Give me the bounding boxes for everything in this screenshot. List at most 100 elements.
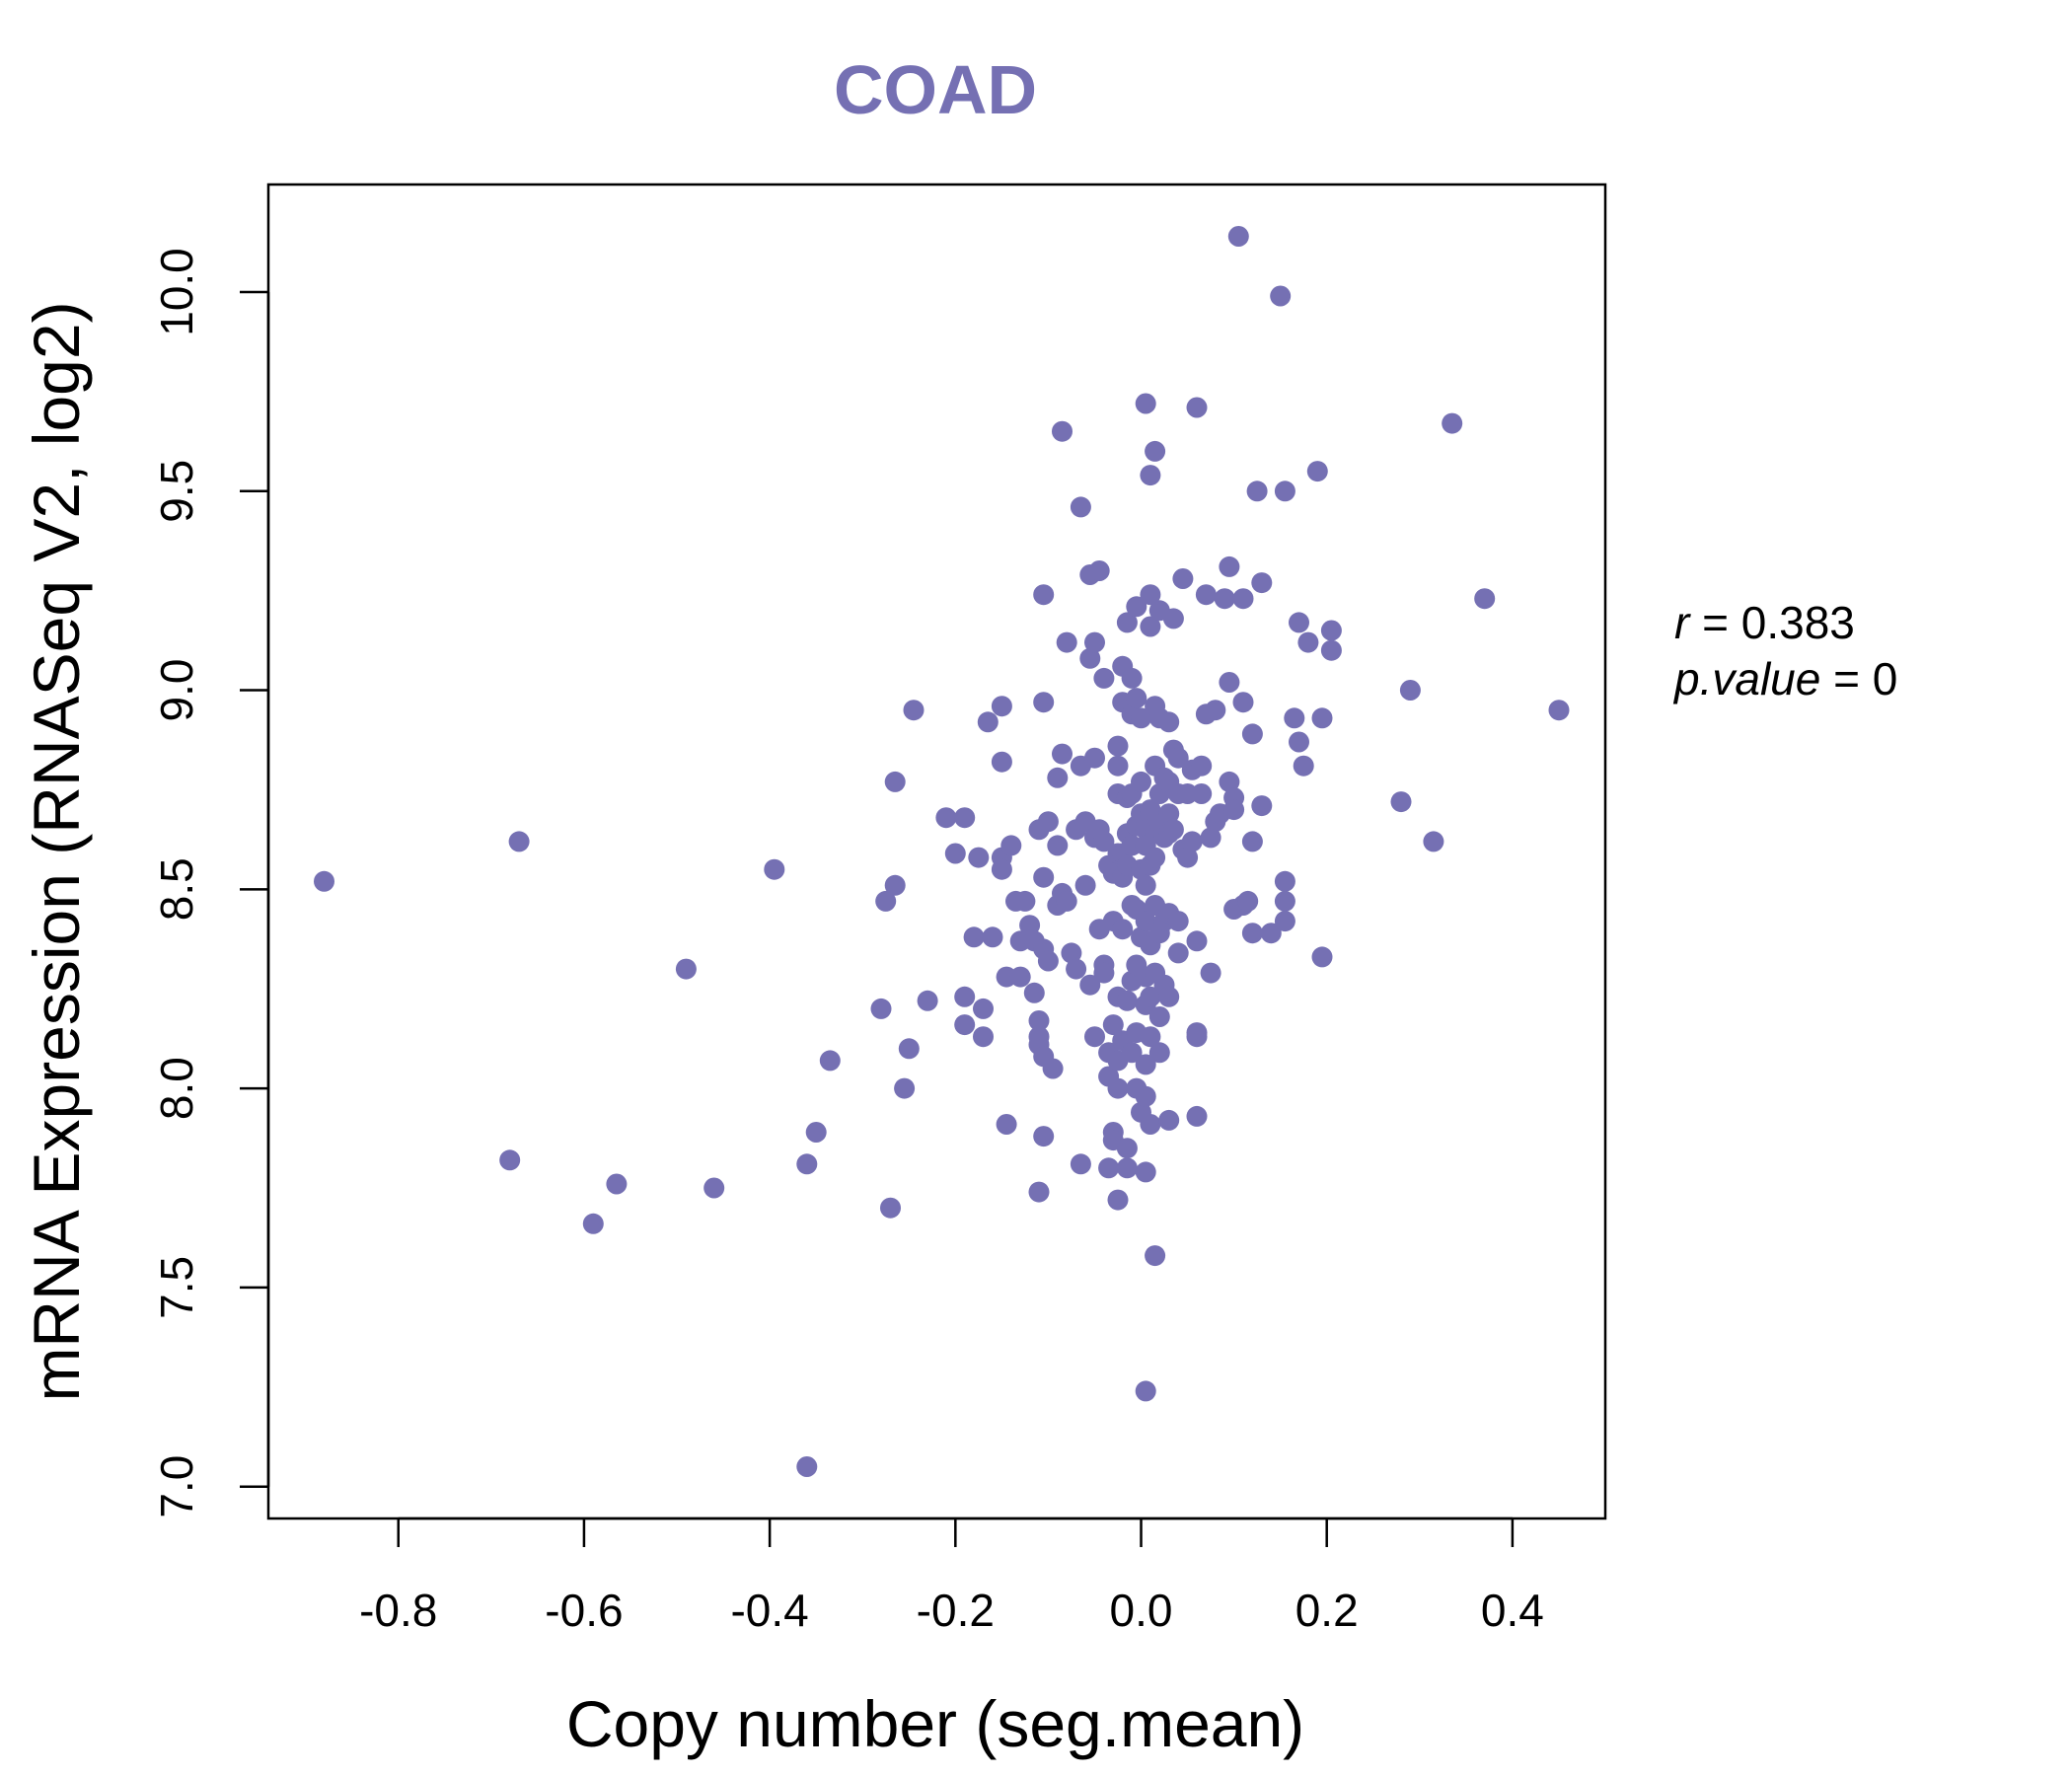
data-point — [1548, 700, 1570, 721]
data-point — [1140, 1026, 1161, 1048]
data-point — [894, 1077, 916, 1099]
data-point — [1028, 1010, 1050, 1031]
data-point — [1260, 923, 1282, 944]
data-point — [1019, 915, 1041, 936]
data-point — [1056, 631, 1077, 653]
data-point — [1474, 588, 1496, 610]
data-point — [1297, 631, 1319, 653]
data-point — [1112, 919, 1134, 940]
data-point — [1241, 923, 1263, 944]
data-point — [1241, 723, 1263, 745]
data-point — [1167, 911, 1189, 932]
data-point — [1066, 958, 1087, 980]
data-point — [1167, 747, 1189, 769]
data-point — [1140, 584, 1161, 606]
data-point — [968, 847, 990, 868]
data-point — [1167, 942, 1189, 964]
data-point — [1037, 950, 1059, 972]
data-point — [1116, 612, 1138, 633]
x-axis: -0.8 -0.6 -0.4 -0.2 0.0 0.2 0.4 — [359, 1517, 1544, 1636]
x-axis-label: Copy number (seg.mean) — [566, 1687, 1304, 1760]
data-point — [1126, 688, 1147, 709]
data-point — [1028, 1181, 1050, 1203]
y-tick-label: 8.5 — [151, 857, 202, 921]
data-point — [1116, 1157, 1138, 1179]
data-point — [582, 1213, 604, 1234]
data-point — [1000, 835, 1022, 856]
data-point — [1093, 831, 1115, 852]
data-point — [917, 990, 938, 1011]
data-point — [1074, 874, 1096, 896]
data-point — [1320, 639, 1342, 661]
data-point — [1135, 911, 1156, 932]
data-point — [819, 1050, 841, 1072]
data-point — [1121, 667, 1143, 689]
data-point — [1033, 866, 1055, 888]
data-point — [1162, 819, 1184, 841]
data-point — [954, 807, 976, 829]
data-point — [1052, 420, 1073, 442]
y-axis: 7.0 7.5 8.0 8.5 9.0 9.5 10.0 — [151, 248, 270, 1518]
points-layer — [314, 226, 1570, 1477]
data-point — [1423, 831, 1444, 852]
data-point — [1093, 962, 1115, 984]
data-point — [1200, 962, 1221, 984]
data-point — [1121, 1042, 1143, 1064]
r-label: r — [1674, 597, 1691, 648]
data-point — [1135, 1161, 1156, 1183]
y-axis-label: mRNA Expression (RNASeq V2, log2) — [20, 301, 93, 1401]
data-point — [1135, 1380, 1156, 1402]
p-annotation: p.value = 0 — [1672, 653, 1897, 704]
data-point — [1274, 911, 1295, 932]
x-tick-label: 0.0 — [1110, 1585, 1173, 1636]
x-tick-label: -0.6 — [545, 1585, 623, 1636]
data-point — [1037, 811, 1059, 833]
data-point — [1274, 890, 1295, 912]
data-point — [1289, 612, 1309, 633]
data-point — [1214, 588, 1235, 610]
data-point — [1186, 930, 1208, 952]
data-point — [1237, 890, 1259, 912]
data-point — [1251, 795, 1273, 817]
data-point — [1289, 731, 1309, 753]
data-point — [1088, 560, 1110, 581]
data-point — [954, 1014, 976, 1036]
data-point — [675, 958, 697, 980]
data-point — [1107, 1189, 1129, 1211]
data-point — [1131, 771, 1151, 792]
data-point — [1093, 667, 1115, 689]
data-point — [1009, 966, 1031, 988]
data-point — [935, 807, 957, 829]
data-point — [1042, 1058, 1064, 1079]
data-point — [1047, 767, 1069, 788]
data-point — [1442, 412, 1463, 434]
data-point — [977, 711, 999, 733]
data-point — [1162, 608, 1184, 629]
data-point — [1116, 1138, 1138, 1159]
data-point — [1177, 847, 1199, 868]
r-value: 0.383 — [1741, 597, 1855, 648]
data-point — [1033, 692, 1055, 713]
data-point — [1219, 771, 1240, 792]
data-point — [1191, 783, 1213, 804]
r-annotation: r = 0.383 — [1674, 597, 1855, 648]
data-point — [1084, 631, 1105, 653]
y-tick-label: 9.5 — [151, 460, 202, 523]
data-point — [1241, 831, 1263, 852]
x-tick-label: 0.4 — [1481, 1585, 1544, 1636]
data-point — [1195, 584, 1217, 606]
data-point — [1270, 285, 1292, 307]
data-point — [996, 1114, 1017, 1135]
data-point — [1172, 568, 1194, 589]
data-point — [1079, 974, 1101, 996]
data-point — [982, 926, 1003, 948]
data-point — [1181, 831, 1203, 852]
data-point — [1107, 735, 1129, 757]
data-point — [1135, 393, 1156, 414]
data-point — [898, 1038, 920, 1060]
data-point — [805, 1122, 827, 1143]
plot-frame — [266, 183, 1607, 1520]
data-point — [1306, 461, 1328, 482]
y-tick-label: 7.0 — [151, 1455, 202, 1518]
